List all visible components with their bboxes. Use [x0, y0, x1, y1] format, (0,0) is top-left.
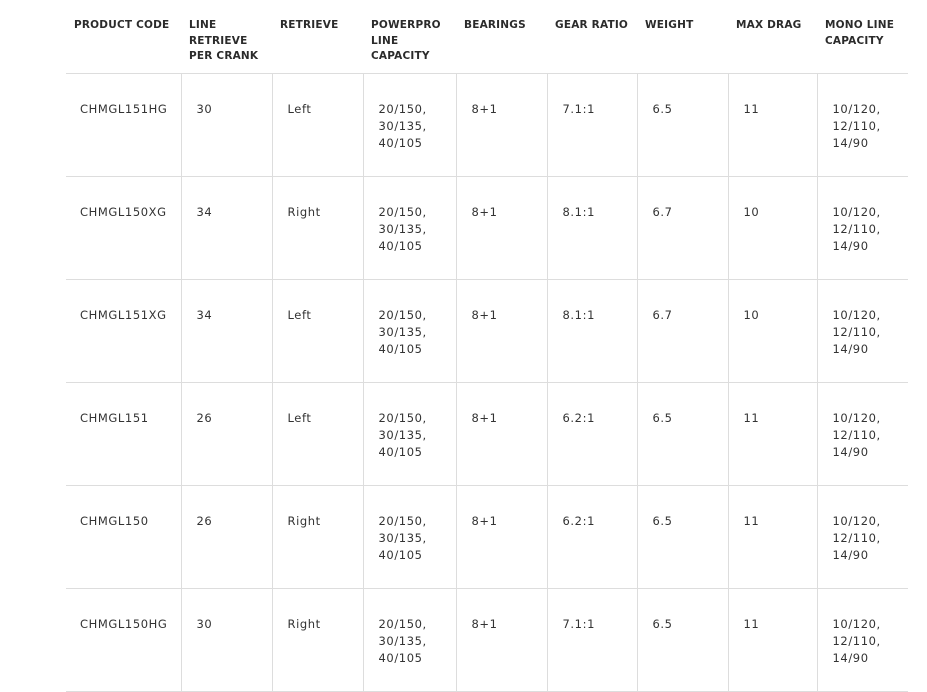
cell-product-code: CHMGL151XG — [66, 279, 181, 383]
cell-product-code: CHMGL150HG — [66, 588, 181, 692]
cell-bearings: 8+1 — [455, 176, 547, 280]
cell-gear-ratio: 7.1:1 — [546, 588, 637, 692]
cell-retrieve: Left — [271, 279, 363, 383]
cell-bearings: 8+1 — [455, 73, 547, 177]
cell-gear-ratio: 6.2:1 — [546, 382, 637, 486]
cell-weight: 6.5 — [636, 588, 728, 692]
cell-retrieve: Left — [271, 382, 363, 486]
cell-mono-capacity: 10/120, 12/110, 14/90 — [816, 382, 908, 486]
table-row: CHMGL151XG 34 Left 20/150, 30/135, 40/105 8+… — [66, 279, 908, 383]
column-header-gear-ratio: GEAR RATIO — [547, 0, 637, 74]
cell-max-drag: 10 — [727, 176, 817, 280]
column-header-retrieve: RETRIEVE — [272, 0, 363, 74]
cell-line-retrieve: 34 — [180, 176, 272, 280]
table-row: CHMGL150XG 34 Right 20/150, 30/135, 40/105 8… — [66, 176, 908, 280]
cell-product-code: CHMGL150XG — [66, 176, 181, 280]
column-header-bearings: BEARINGS — [456, 0, 547, 74]
cell-bearings: 8+1 — [455, 382, 547, 486]
cell-gear-ratio: 6.2:1 — [546, 485, 637, 589]
cell-mono-capacity: 10/120, 12/110, 14/90 — [816, 588, 908, 692]
cell-retrieve: Right — [271, 485, 363, 589]
table-row: CHMGL151 26 Left 20/150, 30/135, 40/105 8+1 6… — [66, 382, 908, 486]
cell-gear-ratio: 8.1:1 — [546, 279, 637, 383]
table-row: CHMGL150 26 Right 20/150, 30/135, 40/105 8+1… — [66, 485, 908, 589]
cell-retrieve: Right — [271, 176, 363, 280]
cell-weight: 6.5 — [636, 485, 728, 589]
cell-line-retrieve: 26 — [180, 485, 272, 589]
column-header-powerpro-capacity: POWERPRO LINE CAPACITY — [363, 0, 456, 74]
cell-max-drag: 11 — [727, 588, 817, 692]
column-header-mono-capacity: MONO LINE CAPACITY — [817, 0, 908, 74]
product-spec-table: PRODUCT CODE LINE RETRIEVE PER CRANK RETRI… — [66, 0, 908, 692]
column-header-line-retrieve: LINE RETRIEVE PER CRANK — [181, 0, 272, 74]
column-header-product-code: PRODUCT CODE — [66, 0, 181, 74]
cell-powerpro-capacity: 20/150, 30/135, 40/105 — [362, 588, 456, 692]
cell-line-retrieve: 30 — [180, 73, 272, 177]
cell-weight: 6.7 — [636, 176, 728, 280]
cell-bearings: 8+1 — [455, 485, 547, 589]
cell-powerpro-capacity: 20/150, 30/135, 40/105 — [362, 176, 456, 280]
cell-weight: 6.5 — [636, 73, 728, 177]
cell-powerpro-capacity: 20/150, 30/135, 40/105 — [362, 279, 456, 383]
column-header-weight: WEIGHT — [637, 0, 728, 74]
cell-max-drag: 11 — [727, 73, 817, 177]
cell-powerpro-capacity: 20/150, 30/135, 40/105 — [362, 73, 456, 177]
cell-gear-ratio: 7.1:1 — [546, 73, 637, 177]
cell-retrieve: Right — [271, 588, 363, 692]
cell-mono-capacity: 10/120, 12/110, 14/90 — [816, 176, 908, 280]
cell-bearings: 8+1 — [455, 588, 547, 692]
cell-product-code: CHMGL150 — [66, 485, 181, 589]
cell-max-drag: 10 — [727, 279, 817, 383]
cell-retrieve: Left — [271, 73, 363, 177]
cell-weight: 6.7 — [636, 279, 728, 383]
cell-max-drag: 11 — [727, 485, 817, 589]
cell-bearings: 8+1 — [455, 279, 547, 383]
cell-max-drag: 11 — [727, 382, 817, 486]
cell-gear-ratio: 8.1:1 — [546, 176, 637, 280]
cell-mono-capacity: 10/120, 12/110, 14/90 — [816, 73, 908, 177]
header-row: PRODUCT CODE LINE RETRIEVE PER CRANK RETRI… — [66, 0, 908, 74]
cell-powerpro-capacity: 20/150, 30/135, 40/105 — [362, 382, 456, 486]
cell-line-retrieve: 30 — [180, 588, 272, 692]
table-row: CHMGL150HG 30 Right 20/150, 30/135, 40/105 8… — [66, 588, 908, 692]
cell-line-retrieve: 26 — [180, 382, 272, 486]
cell-line-retrieve: 34 — [180, 279, 272, 383]
cell-mono-capacity: 10/120, 12/110, 14/90 — [816, 485, 908, 589]
cell-powerpro-capacity: 20/150, 30/135, 40/105 — [362, 485, 456, 589]
cell-weight: 6.5 — [636, 382, 728, 486]
column-header-max-drag: MAX DRAG — [728, 0, 817, 74]
cell-product-code: CHMGL151 — [66, 382, 181, 486]
cell-product-code: CHMGL151HG — [66, 73, 181, 177]
table-row: CHMGL151HG 30 Left 20/150, 30/135, 40/105 8+… — [66, 73, 908, 177]
cell-mono-capacity: 10/120, 12/110, 14/90 — [816, 279, 908, 383]
